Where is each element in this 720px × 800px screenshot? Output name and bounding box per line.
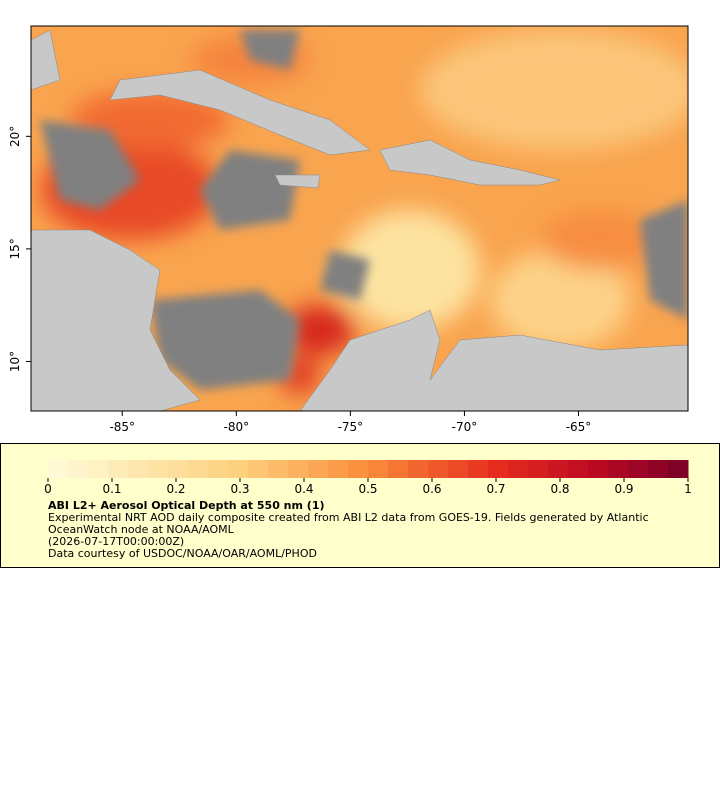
colorbar-swatch <box>348 460 369 478</box>
colorbar-swatch <box>208 460 229 478</box>
colorbar-swatch <box>568 460 589 478</box>
y-tick-label: 10° <box>8 351 22 372</box>
colorbar-swatch <box>268 460 289 478</box>
colorbar-swatch <box>228 460 249 478</box>
colorbar-swatch <box>388 460 409 478</box>
colorbar-swatch <box>488 460 509 478</box>
colorbar-swatch <box>368 460 389 478</box>
colorbar-swatch <box>188 460 209 478</box>
colorbar-tick-label: 1 <box>684 482 692 496</box>
colorbar-swatch <box>668 460 689 478</box>
y-tick-label: 15° <box>8 238 22 259</box>
map-raster <box>31 26 688 411</box>
colorbar-swatch <box>628 460 649 478</box>
colorbar-swatch <box>588 460 609 478</box>
colorbar-swatch <box>328 460 349 478</box>
map-frame <box>30 25 689 412</box>
colorbar-tick-label: 0.8 <box>550 482 569 496</box>
legend-time: (2026-07-17T00:00:00Z) <box>48 535 185 548</box>
colorbar-swatch <box>428 460 449 478</box>
colorbar-tick-label: 0.6 <box>422 482 441 496</box>
colorbar-swatch <box>168 460 189 478</box>
x-tick-label: -80° <box>224 420 250 434</box>
colorbar-swatch <box>408 460 429 478</box>
colorbar-tick-label: 0.4 <box>294 482 313 496</box>
colorbar-swatch <box>648 460 669 478</box>
colorbar-swatch <box>108 460 129 478</box>
colorbar-tick-label: 0 <box>44 482 52 496</box>
y-tick-label: 20° <box>8 126 22 147</box>
legend-title: ABI L2+ Aerosol Optical Depth at 550 nm … <box>48 499 325 512</box>
colorbar-swatch <box>508 460 529 478</box>
x-tick-label: -75° <box>338 420 364 434</box>
colorbar-tick-label: 0.1 <box>102 482 121 496</box>
colorbar-swatch <box>468 460 489 478</box>
colorbar-tick-label: 0.9 <box>614 482 633 496</box>
x-tick-label: -65° <box>566 420 592 434</box>
colorbar-swatch <box>88 460 109 478</box>
colorbar-swatch <box>528 460 549 478</box>
colorbar-swatch <box>48 460 69 478</box>
colorbar-swatch <box>548 460 569 478</box>
colorbar-swatch <box>248 460 269 478</box>
legend-description: Experimental NRT AOD daily composite cre… <box>48 511 649 536</box>
colorbar-tick-label: 0.5 <box>358 482 377 496</box>
legend-credit: Data courtesy of USDOC/NOAA/OAR/AOML/PHO… <box>48 547 317 560</box>
colorbar-tick-label: 0.7 <box>486 482 505 496</box>
colorbar-swatch <box>68 460 89 478</box>
colorbar-swatch <box>148 460 169 478</box>
colorbar-tick-label: 0.3 <box>230 482 249 496</box>
colorbar-tick-label: 0.2 <box>166 482 185 496</box>
legend-text: ABI L2+ Aerosol Optical Depth at 550 nm … <box>48 500 688 560</box>
colorbar-swatch <box>308 460 329 478</box>
colorbar-swatch <box>448 460 469 478</box>
x-tick-label: -70° <box>452 420 478 434</box>
colorbar-swatch <box>288 460 309 478</box>
colorbar-swatch <box>608 460 629 478</box>
x-tick-label: -85° <box>109 420 135 434</box>
colorbar-swatch <box>128 460 149 478</box>
